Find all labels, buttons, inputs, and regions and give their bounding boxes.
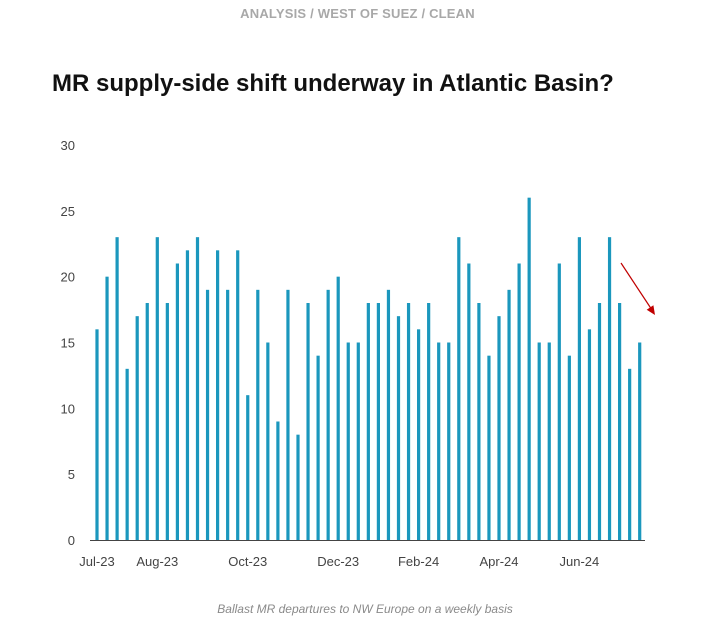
bar-week-30	[386, 289, 391, 540]
bar-week-17	[256, 289, 260, 540]
bar-week-11	[195, 237, 200, 541]
bar-week-2	[105, 276, 109, 540]
section-kicker: ANALYSIS / WEST OF SUEZ / CLEAN	[240, 6, 475, 21]
bar-week-13	[216, 250, 220, 540]
x-tick-label: Dec-23	[317, 554, 359, 569]
bar-week-34	[427, 303, 431, 540]
bar-week-9	[175, 263, 179, 540]
bar-week-7	[155, 237, 159, 541]
y-tick-label: 5	[68, 467, 75, 482]
bar-week-23	[316, 355, 320, 540]
bar-week-49	[577, 237, 581, 541]
bar-week-51	[597, 303, 602, 540]
bar-week-55	[638, 342, 642, 540]
y-tick-label: 0	[68, 533, 75, 548]
trend-arrow-line	[620, 262, 653, 311]
bar-chart: 0 5 10 15 20 25 30 Jul-23 Aug-23 Oct-23 Dec-23 Feb-…	[61, 138, 655, 569]
bar-week-35	[437, 342, 441, 540]
x-tick-label: Jul-23	[79, 554, 114, 569]
x-tick-label: Apr-24	[479, 554, 518, 569]
bar-week-3	[115, 237, 119, 541]
y-tick-label: 15	[61, 336, 75, 351]
trend-arrow-head	[646, 305, 655, 315]
bar-week-44	[527, 197, 531, 541]
x-tick-label: Jun-24	[560, 554, 600, 569]
bar-week-21	[296, 434, 300, 540]
y-tick-label: 10	[61, 401, 75, 416]
chart-caption: Ballast MR departures to NW Europe on a …	[217, 602, 513, 616]
bar-week-20	[286, 289, 290, 540]
bar-week-25	[336, 276, 340, 540]
bar-week-5	[135, 316, 139, 540]
bar-week-50	[587, 329, 592, 540]
bar-week-43	[517, 263, 521, 540]
bar-week-42	[507, 289, 511, 540]
bar-week-41	[497, 316, 501, 540]
y-tick-label: 20	[61, 270, 75, 285]
bar-week-14	[226, 289, 230, 540]
bar-week-38	[467, 263, 471, 540]
bar-week-1	[95, 329, 99, 540]
bar-week-26	[346, 342, 350, 540]
bar-week-47	[557, 263, 561, 540]
bar-week-15	[236, 250, 240, 540]
bar-week-6	[145, 303, 149, 540]
x-tick-label: Oct-23	[228, 554, 267, 569]
bar-week-24	[326, 289, 330, 540]
y-tick-label: 25	[61, 204, 75, 219]
bar-week-32	[406, 303, 411, 540]
y-tick-label: 30	[61, 138, 75, 153]
bar-week-45	[537, 342, 541, 540]
bar-week-16	[246, 395, 250, 540]
bar-week-39	[477, 303, 481, 540]
bar-week-31	[396, 316, 401, 540]
x-tick-label: Feb-24	[398, 554, 439, 569]
x-tick-label: Aug-23	[136, 554, 178, 569]
bar-week-29	[376, 303, 380, 540]
bar-week-22	[306, 303, 310, 540]
bar-week-18	[266, 342, 270, 540]
bar-week-4	[125, 368, 129, 540]
bar-week-48	[567, 355, 571, 540]
bar-week-36	[447, 342, 451, 540]
bar-week-27	[356, 342, 360, 540]
chart-title: MR supply-side shift underway in Atlanti…	[52, 70, 614, 97]
bar-week-12	[205, 289, 210, 540]
bar-week-40	[487, 355, 491, 540]
bar-week-37	[457, 237, 461, 541]
bar-week-33	[417, 329, 421, 540]
bar-week-54	[628, 368, 632, 540]
bar-week-10	[185, 250, 190, 540]
bar-week-53	[618, 303, 622, 540]
bar-week-46	[547, 342, 551, 540]
bar-week-19	[276, 421, 280, 540]
bar-week-8	[165, 303, 169, 540]
bar-week-28	[366, 303, 370, 540]
bar-week-52	[607, 237, 612, 541]
